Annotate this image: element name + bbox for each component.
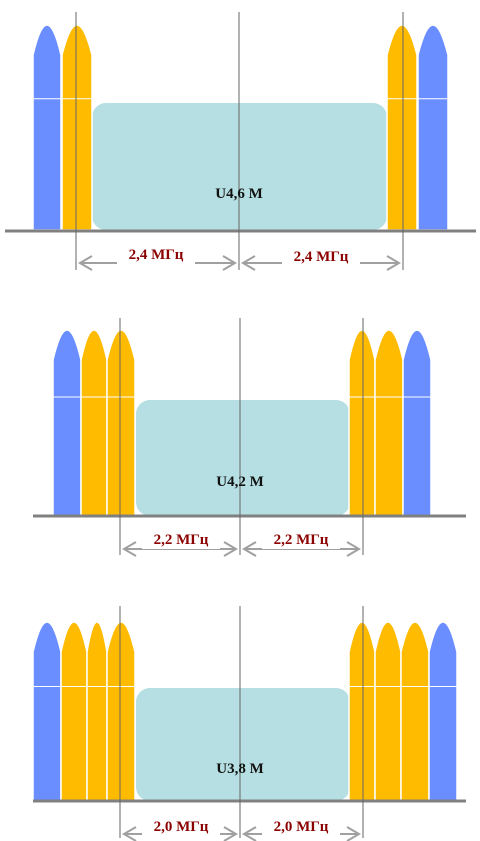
carrier-yellow	[86, 621, 108, 802]
band-block-3	[136, 688, 350, 801]
band-block-2	[136, 400, 350, 516]
carrier-yellow	[61, 24, 93, 231]
carriers-left-3	[32, 621, 136, 802]
carrier-blue	[402, 329, 432, 517]
carrier-yellow	[386, 24, 418, 231]
carrier-yellow	[106, 329, 136, 517]
carrier-yellow	[80, 329, 108, 517]
width-label-bg-right-2	[262, 531, 340, 549]
band-label-1: U4,6 M	[215, 186, 263, 202]
width-label-bg-left-1	[117, 246, 195, 264]
width-label-bg-right-1	[282, 248, 360, 266]
carriers-right-3	[348, 621, 458, 802]
carrier-blue	[417, 24, 449, 231]
carriers-left-2	[52, 329, 136, 517]
carrier-blue	[32, 621, 62, 802]
carrier-yellow	[400, 621, 430, 802]
carrier-yellow	[374, 329, 404, 517]
width-label-right-3: 2,0 МГц	[274, 819, 329, 835]
carrier-blue	[32, 24, 62, 231]
width-label-left-1: 2,4 МГц	[129, 247, 184, 263]
carrier-yellow	[374, 621, 402, 802]
width-label-bg-right-3	[262, 818, 340, 836]
width-label-bg-left-3	[142, 818, 220, 836]
spectrum-panel-1: U4,6 M 2,4 МГц 2,4 МГц	[5, 12, 476, 271]
carrier-blue	[52, 329, 82, 517]
carrier-yellow	[106, 621, 136, 802]
carrier-yellow	[348, 329, 376, 517]
carrier-yellow	[348, 621, 376, 802]
carriers-left-1	[32, 24, 93, 231]
band-label-2: U4,2 M	[216, 474, 264, 490]
carriers-right-1	[386, 24, 449, 231]
spectrum-panel-2: U4,2 M 2,2 МГц 2,2 МГц	[33, 318, 466, 557]
width-label-bg-left-2	[142, 531, 220, 549]
width-label-right-1: 2,4 МГц	[294, 249, 349, 265]
carriers-right-2	[348, 329, 432, 517]
band-label-3: U3,8 M	[216, 761, 264, 777]
width-label-right-2: 2,2 МГц	[274, 532, 329, 548]
spectrum-panel-3: U3,8 M 2,0 МГц 2,0 МГц	[32, 606, 466, 841]
carrier-yellow	[60, 621, 88, 802]
carrier-blue	[428, 621, 458, 802]
width-label-left-2: 2,2 МГц	[154, 532, 209, 548]
width-label-left-3: 2,0 МГц	[154, 819, 209, 835]
